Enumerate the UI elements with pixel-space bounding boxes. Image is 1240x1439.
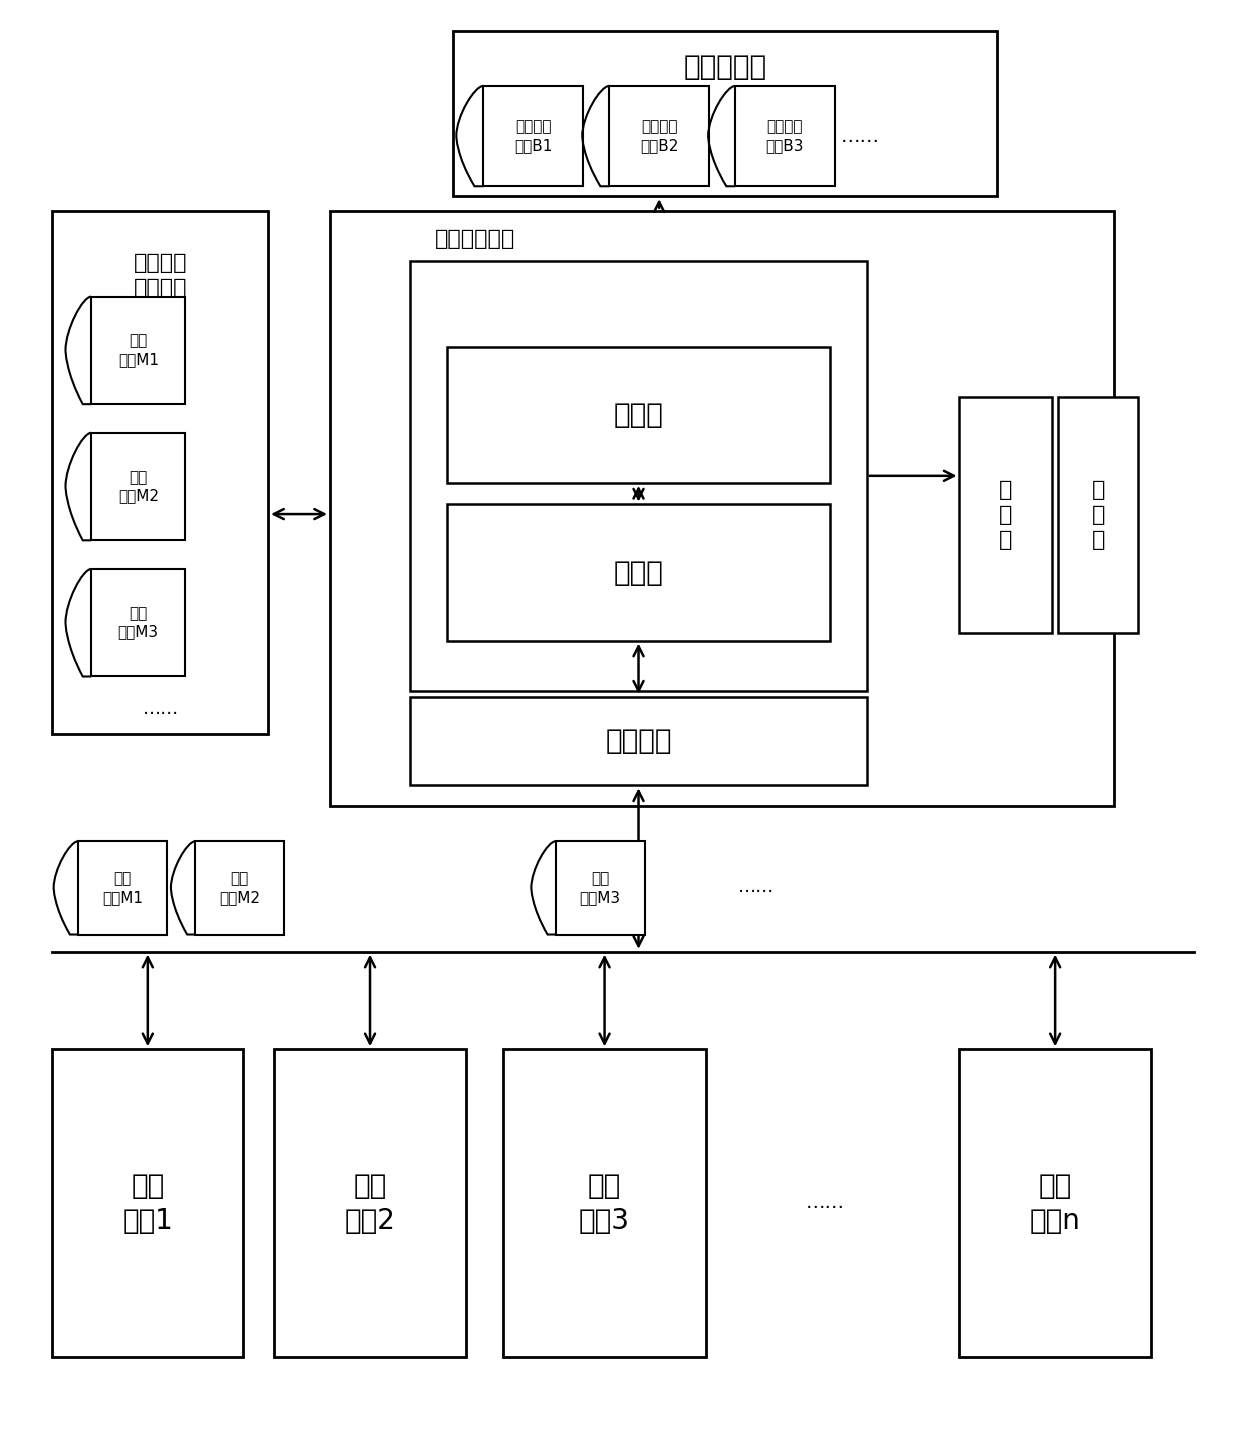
- Bar: [454, 32, 997, 196]
- Text: ……: ……: [738, 878, 774, 896]
- Text: 传输接口: 传输接口: [605, 727, 672, 755]
- Text: 内存
切片M2: 内存 切片M2: [118, 469, 159, 504]
- Bar: [609, 86, 709, 186]
- Bar: [735, 86, 835, 186]
- Text: 处理器: 处理器: [614, 401, 663, 429]
- Bar: [91, 296, 186, 404]
- Text: 内存切片
备份B2: 内存切片 备份B2: [640, 119, 678, 153]
- Bar: [52, 210, 268, 734]
- Text: 内存
切片M1: 内存 切片M1: [118, 334, 159, 367]
- Bar: [274, 1049, 466, 1357]
- Text: 分
配
表: 分 配 表: [999, 481, 1012, 550]
- Text: ……: ……: [143, 701, 179, 718]
- Text: 内存
切片M1: 内存 切片M1: [102, 871, 143, 905]
- Bar: [52, 1049, 243, 1357]
- Text: 内存
切片M3: 内存 切片M3: [579, 871, 621, 905]
- Text: 调度器: 调度器: [614, 558, 663, 587]
- Bar: [556, 842, 645, 934]
- Bar: [448, 505, 830, 640]
- Bar: [448, 347, 830, 484]
- Text: 远程
分机3: 远程 分机3: [579, 1171, 630, 1235]
- Bar: [410, 696, 867, 786]
- Text: 内存切片
备份B3: 内存切片 备份B3: [766, 119, 805, 153]
- Bar: [195, 842, 284, 934]
- Bar: [502, 1049, 707, 1357]
- Text: ……: ……: [806, 1193, 844, 1212]
- Bar: [1058, 397, 1138, 633]
- Bar: [960, 397, 1052, 633]
- Text: 本地主机
内存请求: 本地主机 内存请求: [134, 253, 187, 298]
- Bar: [91, 568, 186, 676]
- Text: 存
储
器: 存 储 器: [1091, 481, 1105, 550]
- Bar: [960, 1049, 1151, 1357]
- Text: ……: ……: [841, 127, 880, 145]
- Text: 内存
切片M2: 内存 切片M2: [219, 871, 260, 905]
- Text: 内存备份区: 内存备份区: [683, 53, 766, 81]
- Bar: [410, 260, 867, 691]
- Text: 内存
切片M3: 内存 切片M3: [118, 606, 159, 639]
- Text: 远程
分机2: 远程 分机2: [345, 1171, 396, 1235]
- Text: 远程
分机n: 远程 分机n: [1029, 1171, 1080, 1235]
- Text: 内存融合装置: 内存融合装置: [435, 229, 515, 249]
- Bar: [484, 86, 583, 186]
- Bar: [91, 433, 186, 540]
- Text: 远程
分机1: 远程 分机1: [123, 1171, 174, 1235]
- Bar: [78, 842, 167, 934]
- Text: 内存切片
备份B1: 内存切片 备份B1: [513, 119, 552, 153]
- Bar: [330, 210, 1114, 806]
